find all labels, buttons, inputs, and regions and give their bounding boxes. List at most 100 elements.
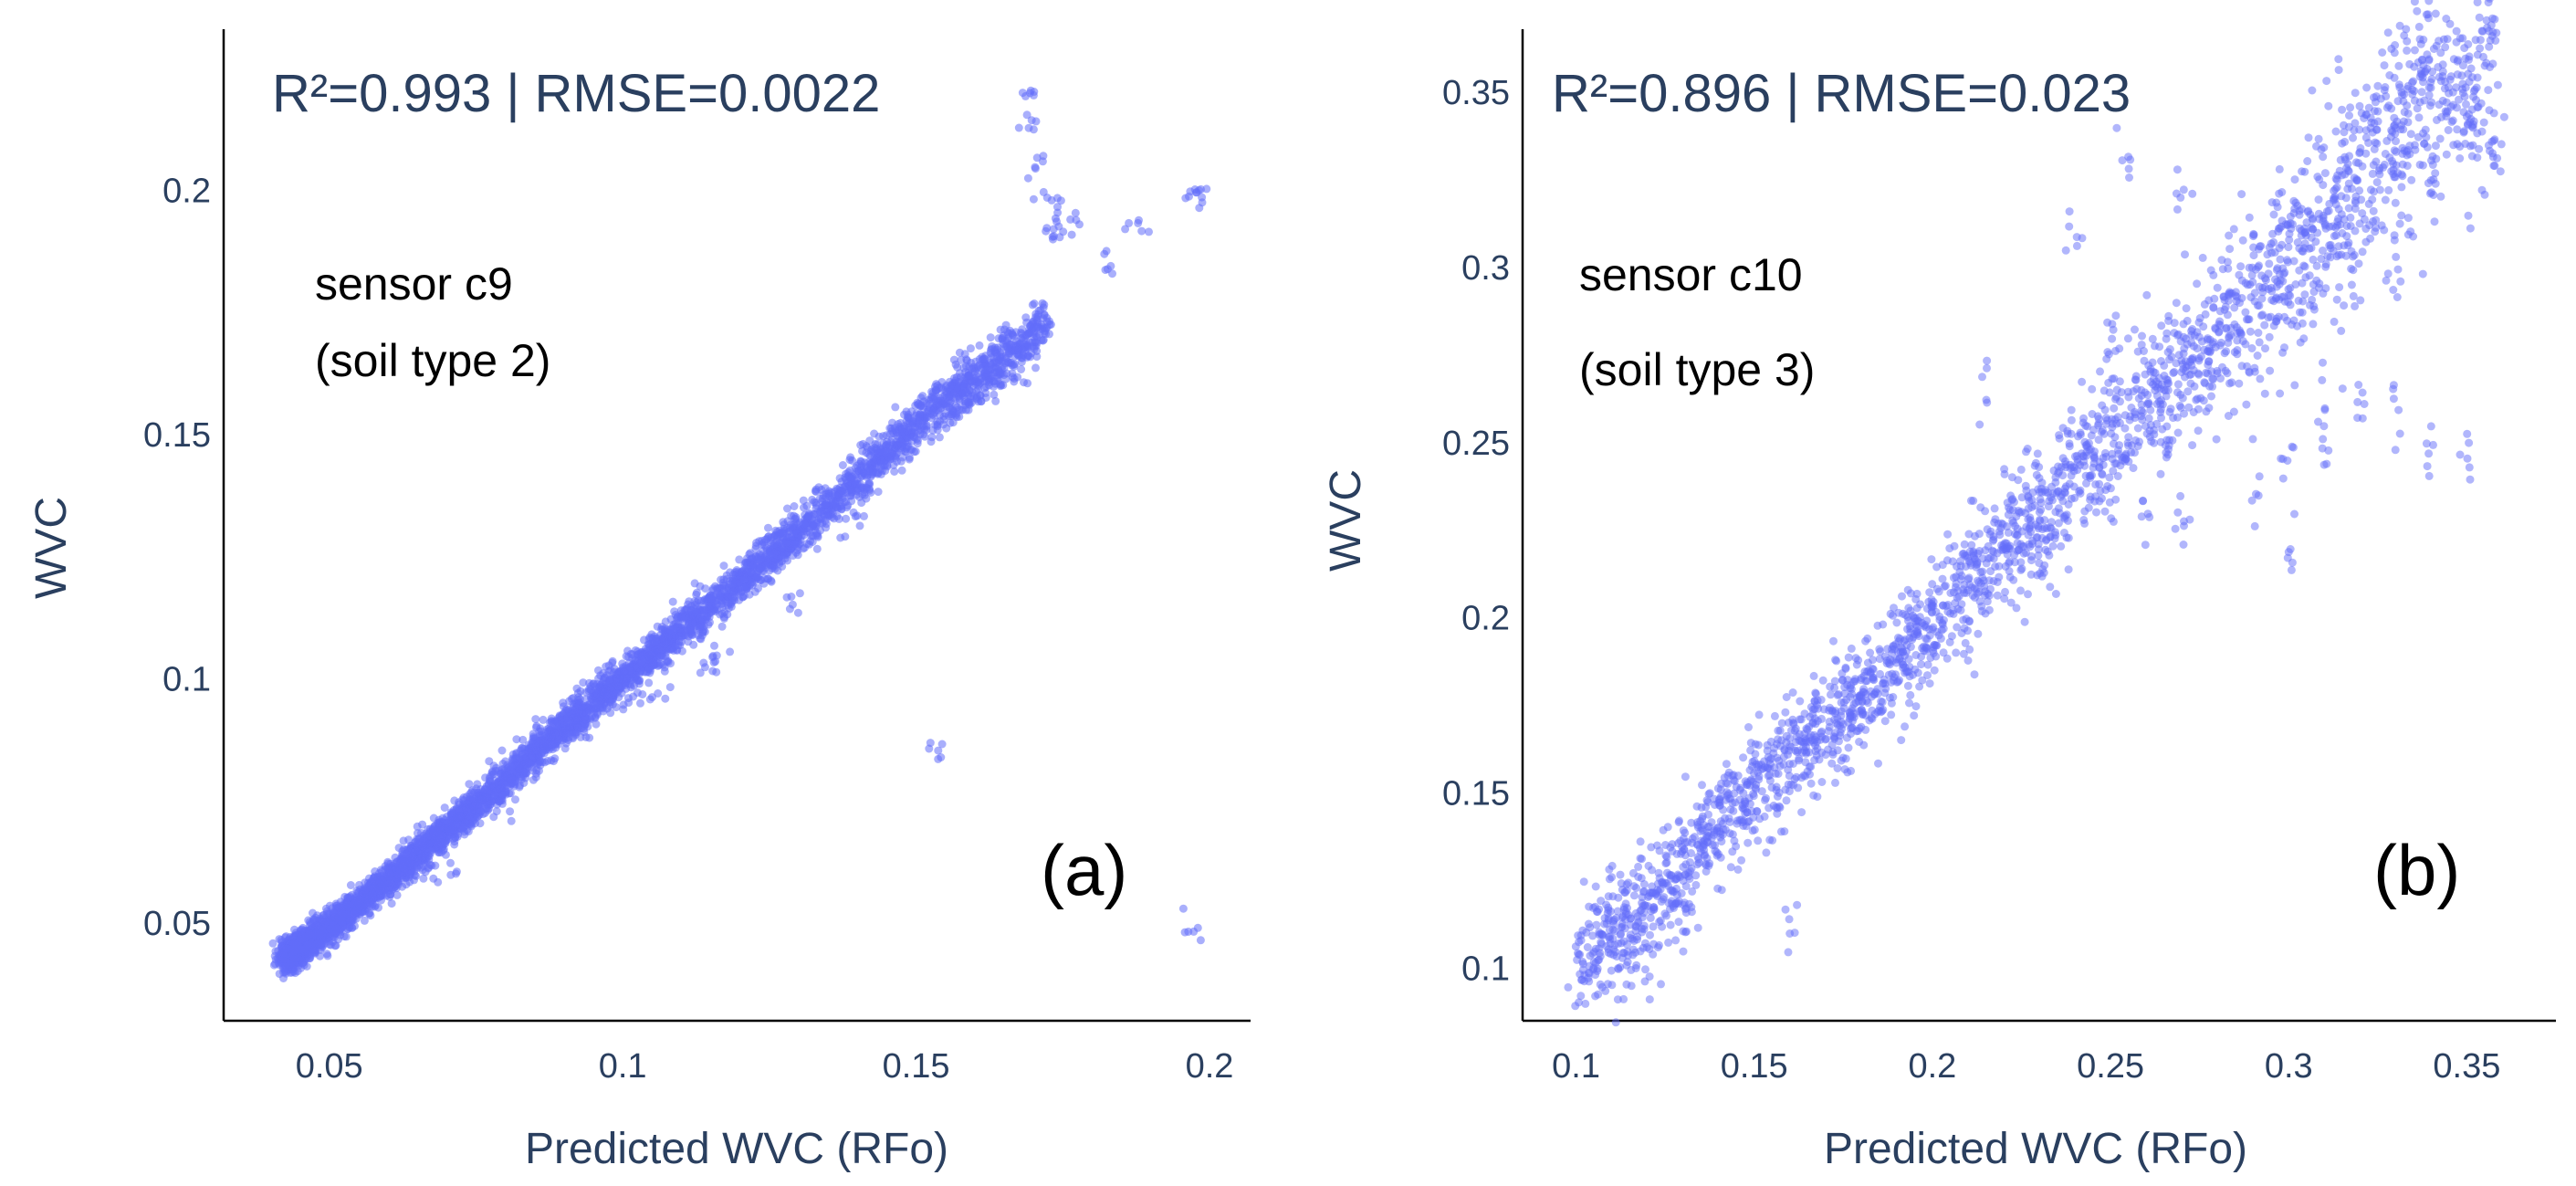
data-point	[926, 400, 935, 409]
data-point	[559, 698, 568, 708]
data-point	[991, 396, 1000, 405]
data-point	[374, 903, 382, 912]
data-point	[281, 962, 290, 971]
data-point	[347, 923, 356, 932]
data-point	[701, 584, 710, 593]
data-point	[913, 439, 922, 448]
data-point	[573, 688, 582, 698]
data-point	[569, 732, 578, 741]
data-point	[686, 622, 696, 631]
data-point	[539, 715, 548, 724]
data-point	[751, 544, 760, 553]
data-point	[966, 344, 975, 353]
data-point	[591, 699, 600, 708]
data-point	[644, 678, 654, 687]
data-point	[866, 446, 875, 456]
data-point	[376, 866, 385, 875]
data-point	[508, 754, 517, 763]
data-point	[975, 341, 984, 350]
data-point	[1001, 320, 1011, 330]
data-point	[322, 950, 331, 959]
data-point	[521, 768, 530, 777]
data-point	[935, 433, 944, 442]
data-point	[933, 422, 942, 431]
data-point	[965, 372, 974, 381]
data-point	[713, 583, 722, 593]
data-point	[877, 467, 886, 476]
data-point	[440, 803, 449, 813]
data-point	[804, 540, 813, 549]
data-point	[885, 455, 895, 464]
data-point	[518, 735, 528, 744]
data-point	[416, 863, 425, 872]
data-point	[424, 864, 433, 873]
data-point	[986, 333, 995, 342]
panel-a: 0.05 0.1 0.15 0.2 0.050.10.150.2 R²=0.993 |…	[27, 29, 1251, 1173]
data-point	[668, 597, 677, 606]
data-point	[788, 523, 797, 532]
data-point	[955, 348, 964, 357]
data-point	[268, 939, 277, 948]
data-point	[903, 442, 912, 451]
data-point	[387, 899, 396, 908]
data-point	[692, 588, 701, 597]
data-point	[717, 622, 727, 631]
data-point	[571, 708, 580, 717]
data-point	[436, 822, 445, 831]
data-point	[836, 488, 845, 497]
data-point	[720, 582, 729, 591]
data-point	[365, 908, 374, 918]
data-point	[321, 904, 330, 913]
data-point	[393, 890, 402, 899]
data-point	[800, 520, 809, 529]
data-point	[932, 380, 941, 389]
data-point	[897, 466, 906, 475]
data-point	[654, 645, 663, 654]
data-point	[764, 523, 772, 532]
data-point	[775, 559, 784, 568]
data-point	[845, 491, 854, 500]
data-point	[777, 546, 785, 555]
data-point	[771, 530, 780, 540]
data-point	[399, 836, 408, 845]
data-point	[855, 473, 864, 482]
data-point	[888, 418, 896, 427]
data-point	[608, 656, 617, 666]
data-point	[656, 652, 665, 661]
data-point	[626, 683, 635, 692]
data-point	[497, 746, 507, 755]
data-point	[649, 634, 658, 643]
data-point	[760, 574, 770, 583]
data-point	[790, 502, 799, 510]
scatter-points	[268, 86, 1211, 982]
data-point	[834, 514, 843, 523]
data-point	[602, 704, 612, 713]
data-point	[684, 637, 693, 646]
data-point	[890, 467, 899, 476]
data-point	[826, 495, 835, 504]
data-point	[835, 498, 844, 507]
data-point	[864, 457, 874, 467]
data-point	[990, 346, 1000, 355]
data-point	[951, 360, 960, 369]
data-point	[823, 512, 832, 521]
data-point	[535, 758, 544, 767]
data-point	[848, 457, 857, 465]
data-point	[923, 421, 931, 430]
data-point	[360, 916, 369, 925]
data-point	[592, 719, 601, 729]
data-point	[999, 331, 1008, 341]
data-point	[1031, 313, 1040, 322]
data-point	[848, 473, 857, 482]
data-point	[854, 459, 864, 468]
data-point	[814, 483, 823, 492]
data-point	[1045, 330, 1053, 339]
data-point	[787, 511, 796, 520]
data-point	[594, 666, 602, 675]
data-point	[507, 761, 516, 771]
data-point	[865, 436, 874, 446]
data-point	[623, 646, 632, 656]
data-point	[856, 441, 865, 449]
data-point	[799, 496, 808, 505]
data-point	[673, 614, 681, 623]
